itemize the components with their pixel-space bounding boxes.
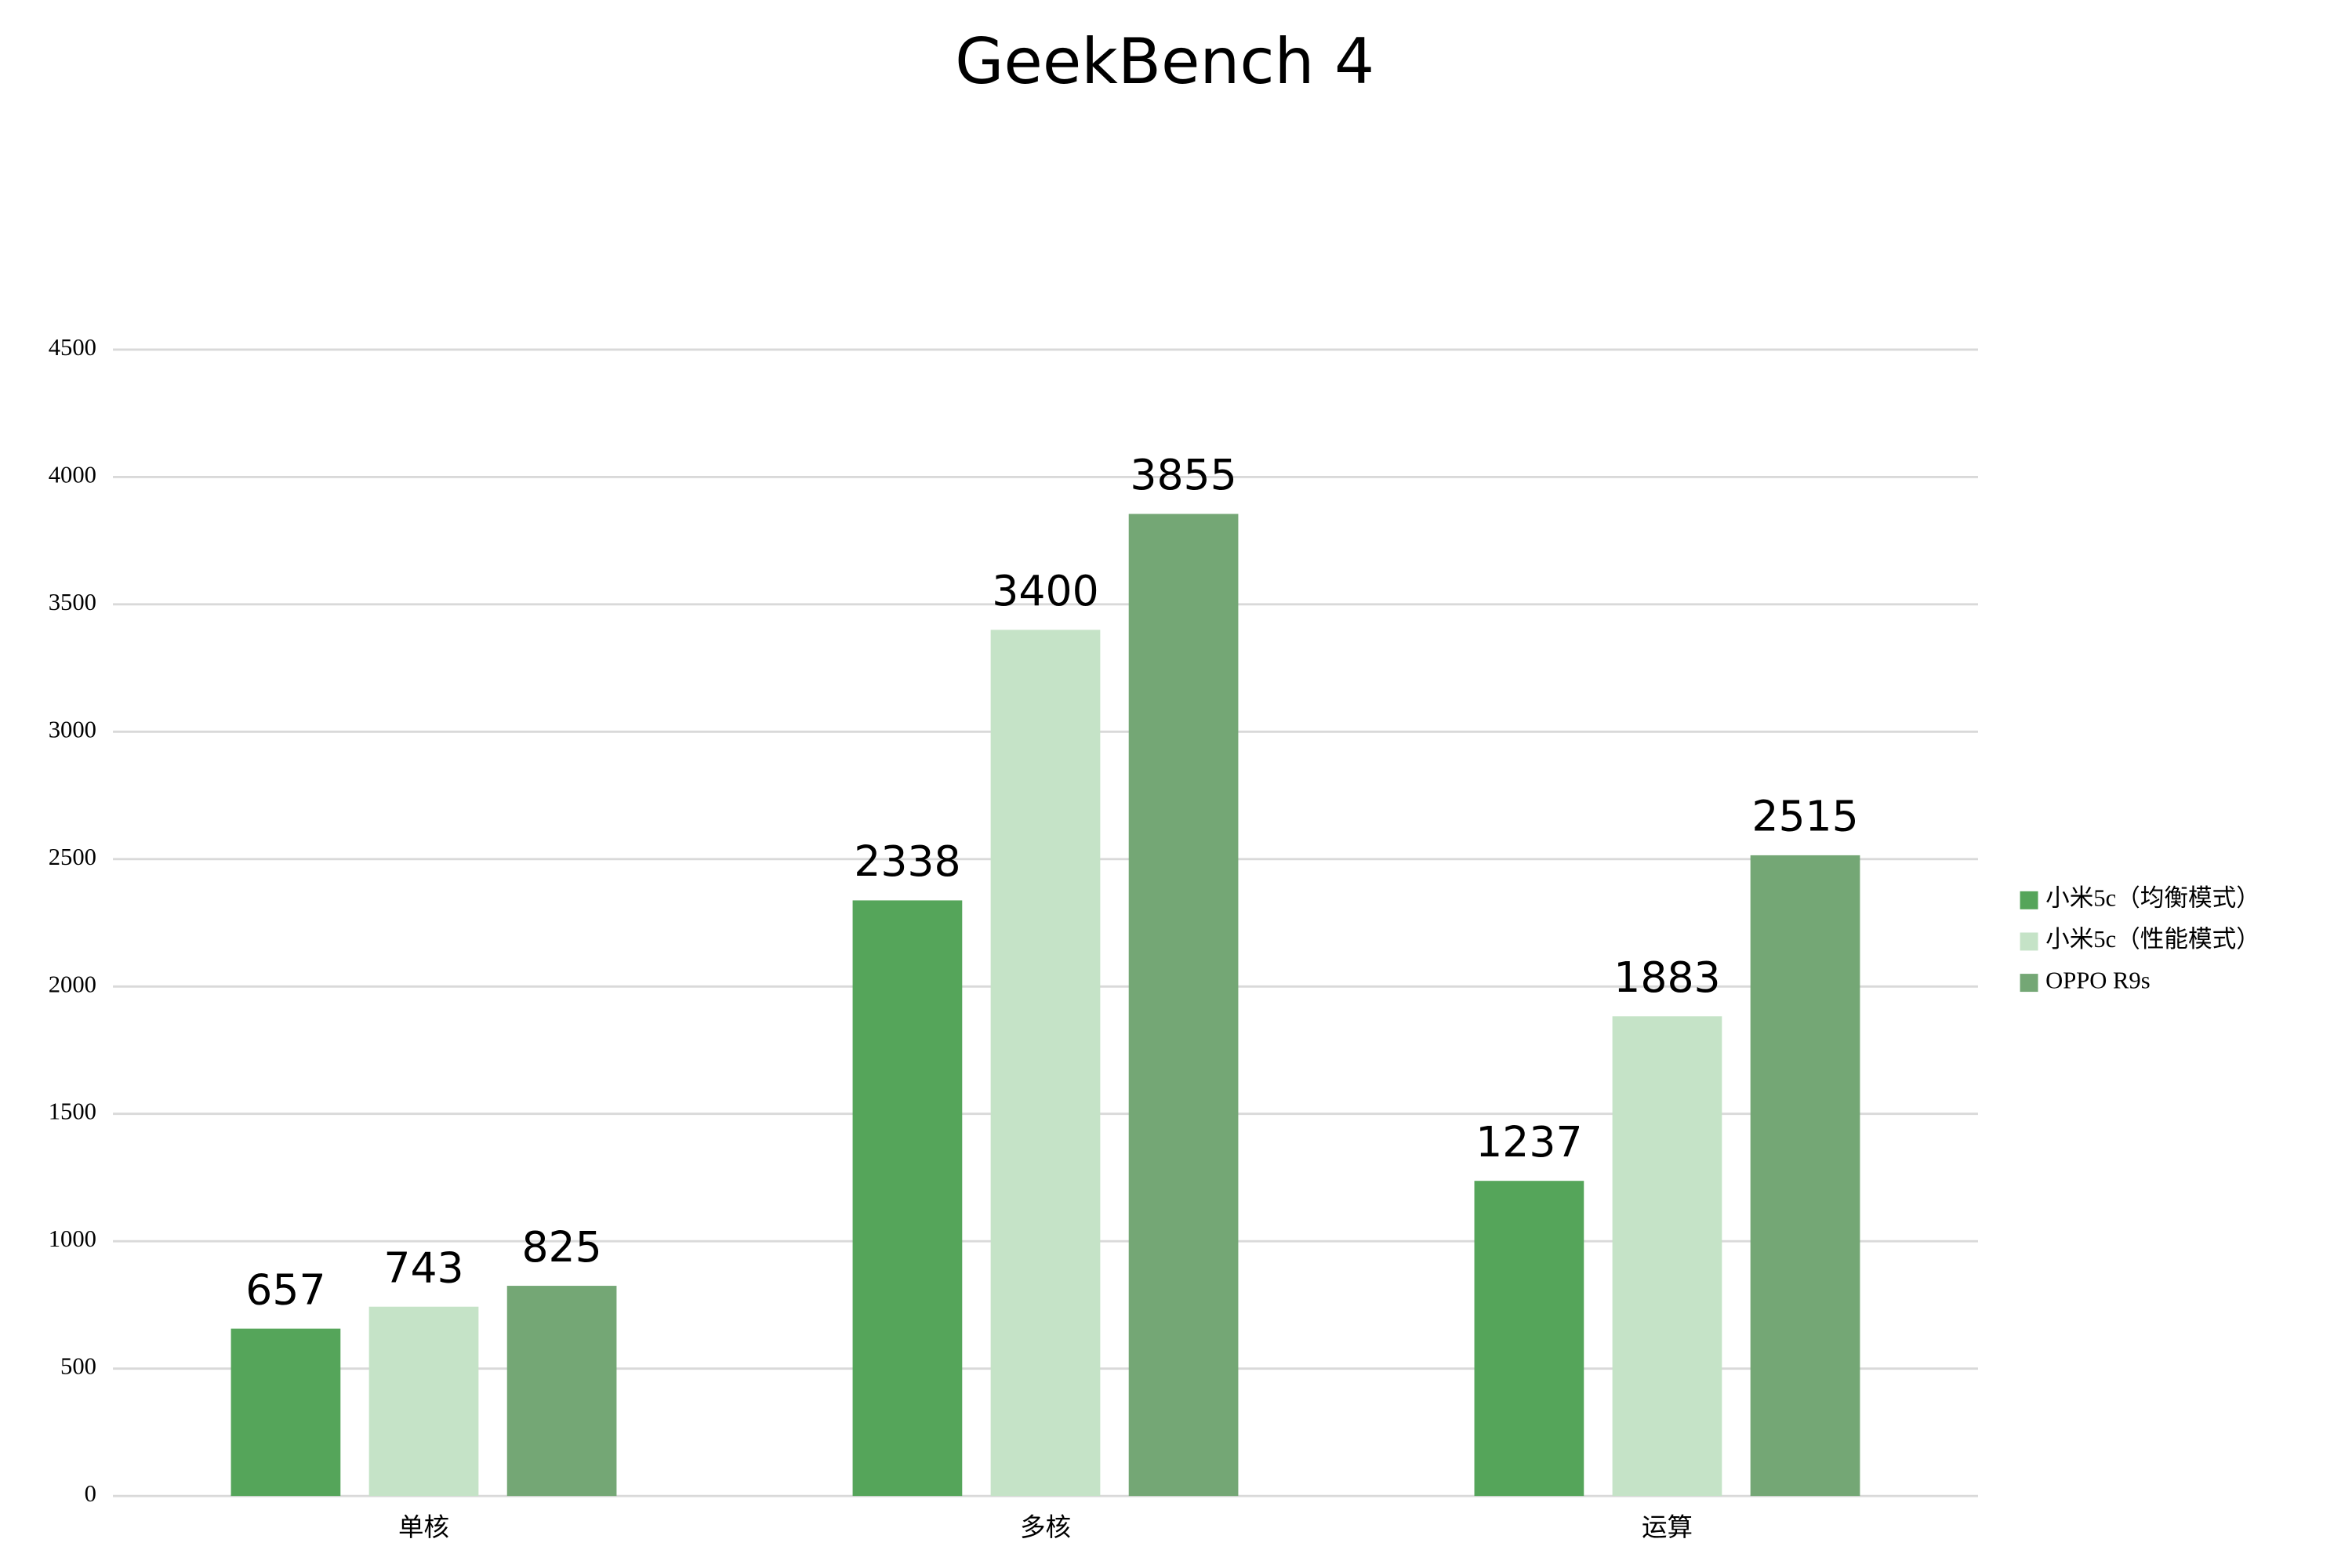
value-label: 825 — [521, 1222, 601, 1272]
value-label: 743 — [383, 1243, 463, 1292]
y-tick-label: 4000 — [49, 461, 96, 488]
y-tick-label: 2000 — [49, 971, 96, 997]
bar — [1612, 1016, 1722, 1497]
y-tick-label: 1500 — [49, 1098, 96, 1125]
legend-label: 小米5c（均衡模式） — [2045, 884, 2260, 911]
legend-swatch — [2020, 974, 2038, 993]
y-tick-label: 3500 — [49, 589, 96, 615]
y-tick-label: 4500 — [49, 334, 96, 361]
legend-label: 小米5c（性能模式） — [2045, 926, 2260, 953]
y-tick-label: 3000 — [49, 716, 96, 742]
legend-label: OPPO R9s — [2045, 967, 2151, 994]
value-label: 3400 — [992, 566, 1098, 615]
x-tick-label: 运算 — [1642, 1512, 1693, 1542]
chart-title: GeekBench 4 — [955, 24, 1374, 98]
x-tick-label: 多核 — [1020, 1512, 1071, 1542]
bar — [506, 1286, 617, 1497]
bar — [230, 1328, 341, 1497]
x-tick-label: 单核 — [398, 1512, 449, 1542]
value-label: 1883 — [1613, 953, 1720, 1002]
value-label: 2515 — [1751, 792, 1858, 841]
y-tick-label: 500 — [60, 1353, 96, 1380]
y-tick-label: 2500 — [49, 844, 96, 870]
bar — [852, 900, 963, 1497]
value-label: 3855 — [1130, 450, 1236, 499]
value-label: 1237 — [1475, 1117, 1582, 1167]
value-label: 657 — [245, 1265, 325, 1314]
y-tick-label: 1000 — [49, 1225, 96, 1252]
legend-swatch — [2020, 932, 2038, 951]
legend-swatch — [2020, 891, 2038, 909]
bar — [1750, 855, 1860, 1497]
bar — [990, 630, 1101, 1497]
bar — [368, 1306, 479, 1497]
value-label: 2338 — [854, 837, 960, 886]
bar — [1474, 1181, 1584, 1497]
y-tick-label: 0 — [85, 1480, 96, 1507]
bar — [1128, 514, 1239, 1497]
